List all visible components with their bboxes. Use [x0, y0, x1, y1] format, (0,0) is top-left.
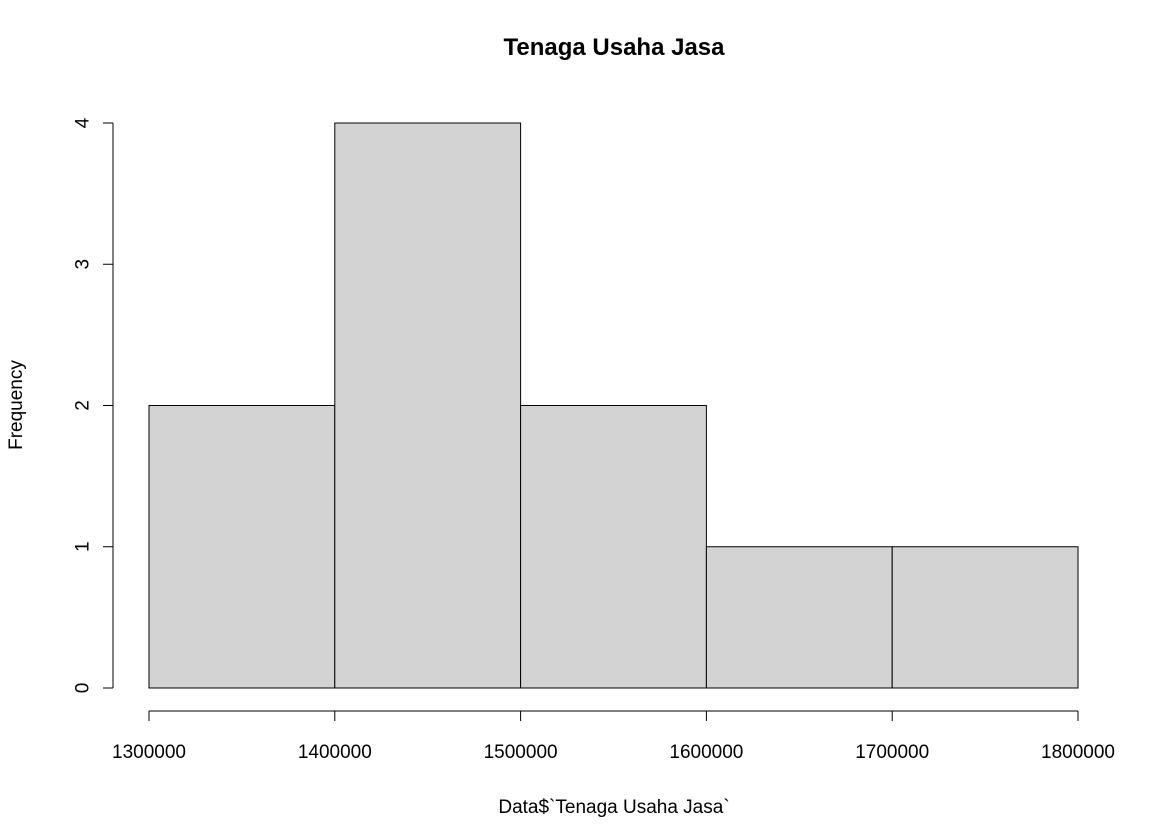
histogram-bar-4 [891, 546, 1079, 689]
y-tick-label-1: 1 [73, 541, 94, 552]
histogram-bar-3 [705, 546, 893, 689]
y-tick-label-0: 0 [73, 683, 94, 694]
histogram-bar-1 [334, 122, 522, 689]
y-tick-label-3: 3 [73, 259, 94, 270]
x-axis-label: Data$`Tenaga Usaha Jasa` [498, 797, 729, 818]
bars-group [148, 122, 1079, 689]
x-axis: 1300000 1400000 1500000 1600000 1700000 18000… [112, 710, 1115, 763]
x-tick-label-4: 1700000 [855, 742, 929, 763]
y-tick-label-2: 2 [73, 400, 94, 411]
chart-title: Tenaga Usaha Jasa [503, 34, 725, 61]
histogram-bar-2 [520, 405, 707, 689]
y-axis-label: Frequency [6, 360, 27, 450]
x-tick-label-0: 1300000 [112, 742, 186, 763]
y-axis: 0 1 2 3 4 [73, 117, 114, 693]
y-tick-label-4: 4 [73, 117, 94, 128]
x-tick-label-3: 1600000 [669, 742, 743, 763]
x-tick-label-5: 1800000 [1041, 742, 1115, 763]
histogram-bar-0 [148, 405, 336, 689]
x-tick-label-1: 1400000 [298, 742, 372, 763]
x-tick-label-2: 1500000 [484, 742, 558, 763]
